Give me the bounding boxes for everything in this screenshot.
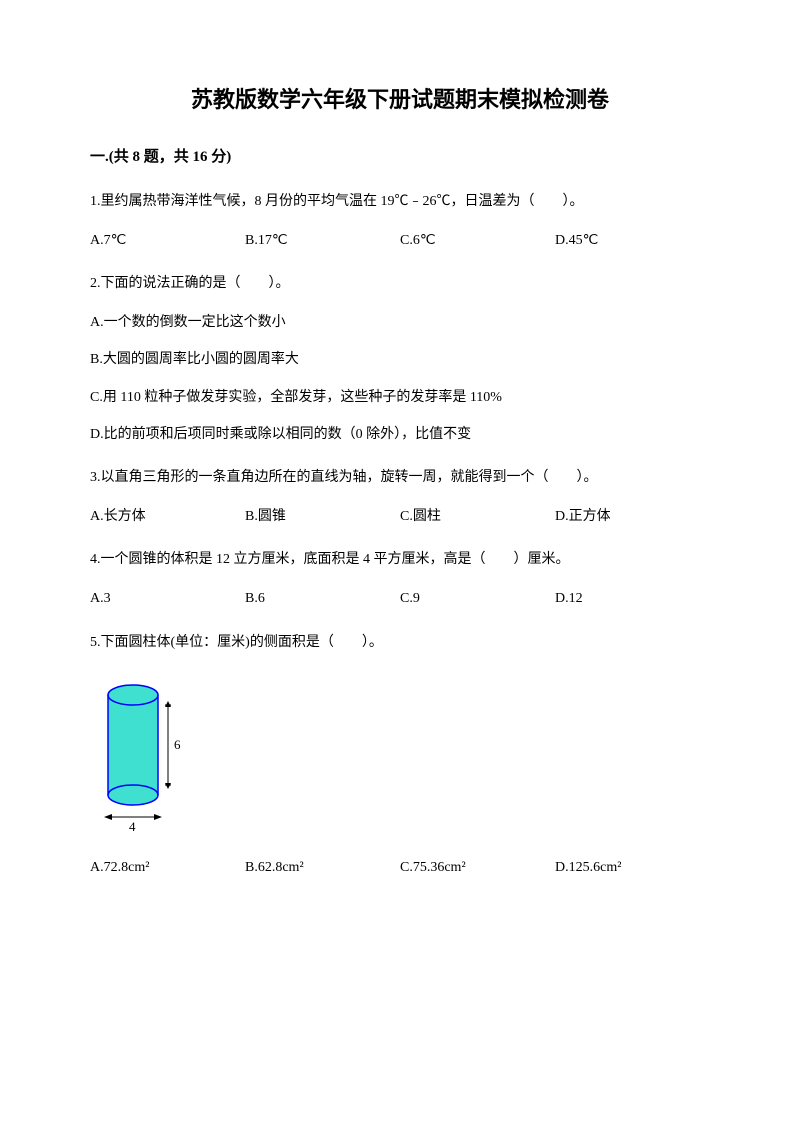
q3-options: A.长方体 B.圆锥 C.圆柱 D.正方体 (90, 504, 710, 529)
question-4: 4.一个圆锥的体积是 12 立方厘米，底面积是 4 平方厘米，高是（ ）厘米。 … (90, 547, 710, 611)
q4-option-c: C.9 (400, 586, 555, 611)
q4-text: 4.一个圆锥的体积是 12 立方厘米，底面积是 4 平方厘米，高是（ ）厘米。 (90, 547, 710, 572)
q1-option-c: C.6℃ (400, 228, 555, 253)
q2-option-c: C.用 110 粒种子做发芽实验，全部发芽，这些种子的发芽率是 110% (90, 385, 710, 410)
q1-text: 1.里约属热带海洋性气候，8 月份的平均气温在 19℃﹣26℃，日温差为（ ）。 (90, 189, 710, 214)
q5-option-d: D.125.6cm² (555, 855, 710, 880)
question-1: 1.里约属热带海洋性气候，8 月份的平均气温在 19℃﹣26℃，日温差为（ ）。… (90, 189, 710, 253)
q3-text: 3.以直角三角形的一条直角边所在的直线为轴，旋转一周，就能得到一个（ ）。 (90, 465, 710, 490)
q3-option-a: A.长方体 (90, 504, 245, 529)
q3-option-d: D.正方体 (555, 504, 710, 529)
q5-text: 5.下面圆柱体(单位：厘米)的侧面积是（ ）。 (90, 630, 710, 655)
question-5: 5.下面圆柱体(单位：厘米)的侧面积是（ ）。 6 4 (90, 630, 710, 880)
q4-option-a: A.3 (90, 586, 245, 611)
q3-option-b: B.圆锥 (245, 504, 400, 529)
q5-option-c: C.75.36cm² (400, 855, 555, 880)
q1-option-b: B.17℃ (245, 228, 400, 253)
cylinder-height-label: 6 (174, 737, 181, 752)
q2-option-d: D.比的前项和后项同时乘或除以相同的数（0 除外），比值不变 (90, 422, 710, 447)
q4-option-d: D.12 (555, 586, 710, 611)
q1-options: A.7℃ B.17℃ C.6℃ D.45℃ (90, 228, 710, 253)
question-3: 3.以直角三角形的一条直角边所在的直线为轴，旋转一周，就能得到一个（ ）。 A.… (90, 465, 710, 529)
q2-option-a: A.一个数的倒数一定比这个数小 (90, 310, 710, 335)
exam-title: 苏教版数学六年级下册试题期末模拟检测卷 (90, 80, 710, 120)
q2-options: A.一个数的倒数一定比这个数小 B.大圆的圆周率比小圆的圆周率大 C.用 110… (90, 310, 710, 447)
q1-option-d: D.45℃ (555, 228, 710, 253)
q5-option-b: B.62.8cm² (245, 855, 400, 880)
q2-text: 2.下面的说法正确的是（ ）。 (90, 271, 710, 296)
q5-options: A.72.8cm² B.62.8cm² C.75.36cm² D.125.6cm… (90, 855, 710, 880)
cylinder-icon: 6 4 (90, 675, 200, 835)
cylinder-figure: 6 4 (90, 675, 200, 835)
q4-option-b: B.6 (245, 586, 400, 611)
q2-option-b: B.大圆的圆周率比小圆的圆周率大 (90, 347, 710, 372)
q1-option-a: A.7℃ (90, 228, 245, 253)
section-header: 一.(共 8 题，共 16 分) (90, 144, 710, 171)
question-2: 2.下面的说法正确的是（ ）。 A.一个数的倒数一定比这个数小 B.大圆的圆周率… (90, 271, 710, 447)
q4-options: A.3 B.6 C.9 D.12 (90, 586, 710, 611)
q3-option-c: C.圆柱 (400, 504, 555, 529)
cylinder-width-label: 4 (129, 819, 136, 834)
q5-option-a: A.72.8cm² (90, 855, 245, 880)
